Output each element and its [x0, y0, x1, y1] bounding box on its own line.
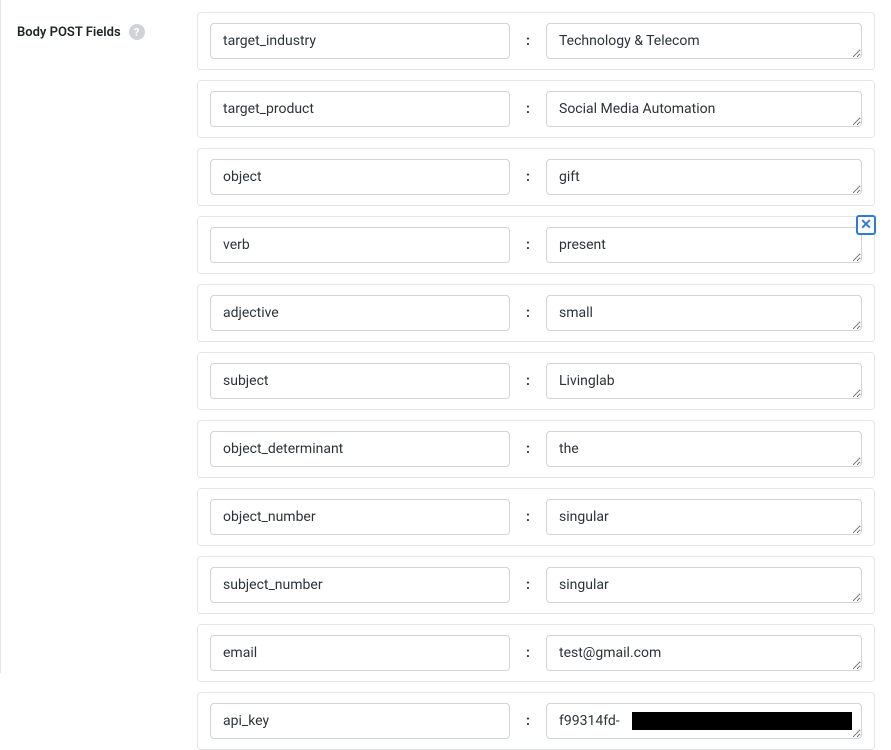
field-key-input[interactable] [210, 227, 510, 263]
field-value-input[interactable] [546, 431, 862, 467]
field-value-input[interactable] [546, 227, 862, 263]
field-separator: : [522, 33, 534, 49]
field-key-input[interactable] [210, 703, 510, 739]
field-key-input[interactable] [210, 567, 510, 603]
field-value-wrap [546, 227, 862, 263]
section-label-row: Body POST Fields ? [17, 24, 197, 40]
field-key-input[interactable] [210, 431, 510, 467]
field-panel: : [197, 80, 875, 138]
field-value-input[interactable] [546, 295, 862, 331]
field-key-input[interactable] [210, 23, 510, 59]
field-value-input[interactable] [546, 23, 862, 59]
close-icon[interactable]: ✕ [856, 215, 876, 235]
field-value-input[interactable] [546, 567, 862, 603]
field-panel: :✕ [197, 216, 875, 274]
field-value-input[interactable] [546, 499, 862, 535]
field-separator: : [522, 101, 534, 117]
field-separator: : [522, 713, 534, 729]
field-key-input[interactable] [210, 159, 510, 195]
field-value-wrap [546, 703, 862, 739]
field-panel: : [197, 420, 875, 478]
field-key-input[interactable] [210, 499, 510, 535]
field-panel: : [197, 352, 875, 410]
field-panel: : [197, 148, 875, 206]
field-separator: : [522, 373, 534, 389]
field-panel: : [197, 488, 875, 546]
field-value-wrap [546, 159, 862, 195]
field-value-wrap [546, 431, 862, 467]
field-value-wrap [546, 295, 862, 331]
field-value-wrap [546, 363, 862, 399]
field-value-wrap [546, 499, 862, 535]
field-value-input[interactable] [546, 91, 862, 127]
field-value-wrap [546, 23, 862, 59]
field-separator: : [522, 509, 534, 525]
field-separator: : [522, 441, 534, 457]
field-key-input[interactable] [210, 363, 510, 399]
section-title: Body POST Fields [17, 25, 121, 40]
field-value-wrap [546, 91, 862, 127]
body-post-fields-section: Body POST Fields ? ::::✕::::::: [0, 0, 891, 673]
field-panel: : [197, 556, 875, 614]
field-value-input[interactable] [546, 159, 862, 195]
field-value-input[interactable] [546, 363, 862, 399]
field-panel: : [197, 12, 875, 70]
field-separator: : [522, 577, 534, 593]
field-separator: : [522, 305, 534, 321]
field-separator: : [522, 237, 534, 253]
help-icon[interactable]: ? [129, 24, 145, 40]
field-key-input[interactable] [210, 295, 510, 331]
field-panel: : [197, 692, 875, 750]
field-separator: : [522, 169, 534, 185]
field-separator: : [522, 645, 534, 661]
field-key-input[interactable] [210, 91, 510, 127]
field-value-input[interactable] [546, 635, 862, 671]
field-value-wrap [546, 567, 862, 603]
section-label-column: Body POST Fields ? [17, 12, 197, 661]
field-panel: : [197, 624, 875, 682]
field-panel: : [197, 284, 875, 342]
fields-list: ::::✕::::::: [197, 12, 875, 661]
field-key-input[interactable] [210, 635, 510, 671]
field-value-input[interactable] [546, 703, 862, 739]
field-value-wrap [546, 635, 862, 671]
